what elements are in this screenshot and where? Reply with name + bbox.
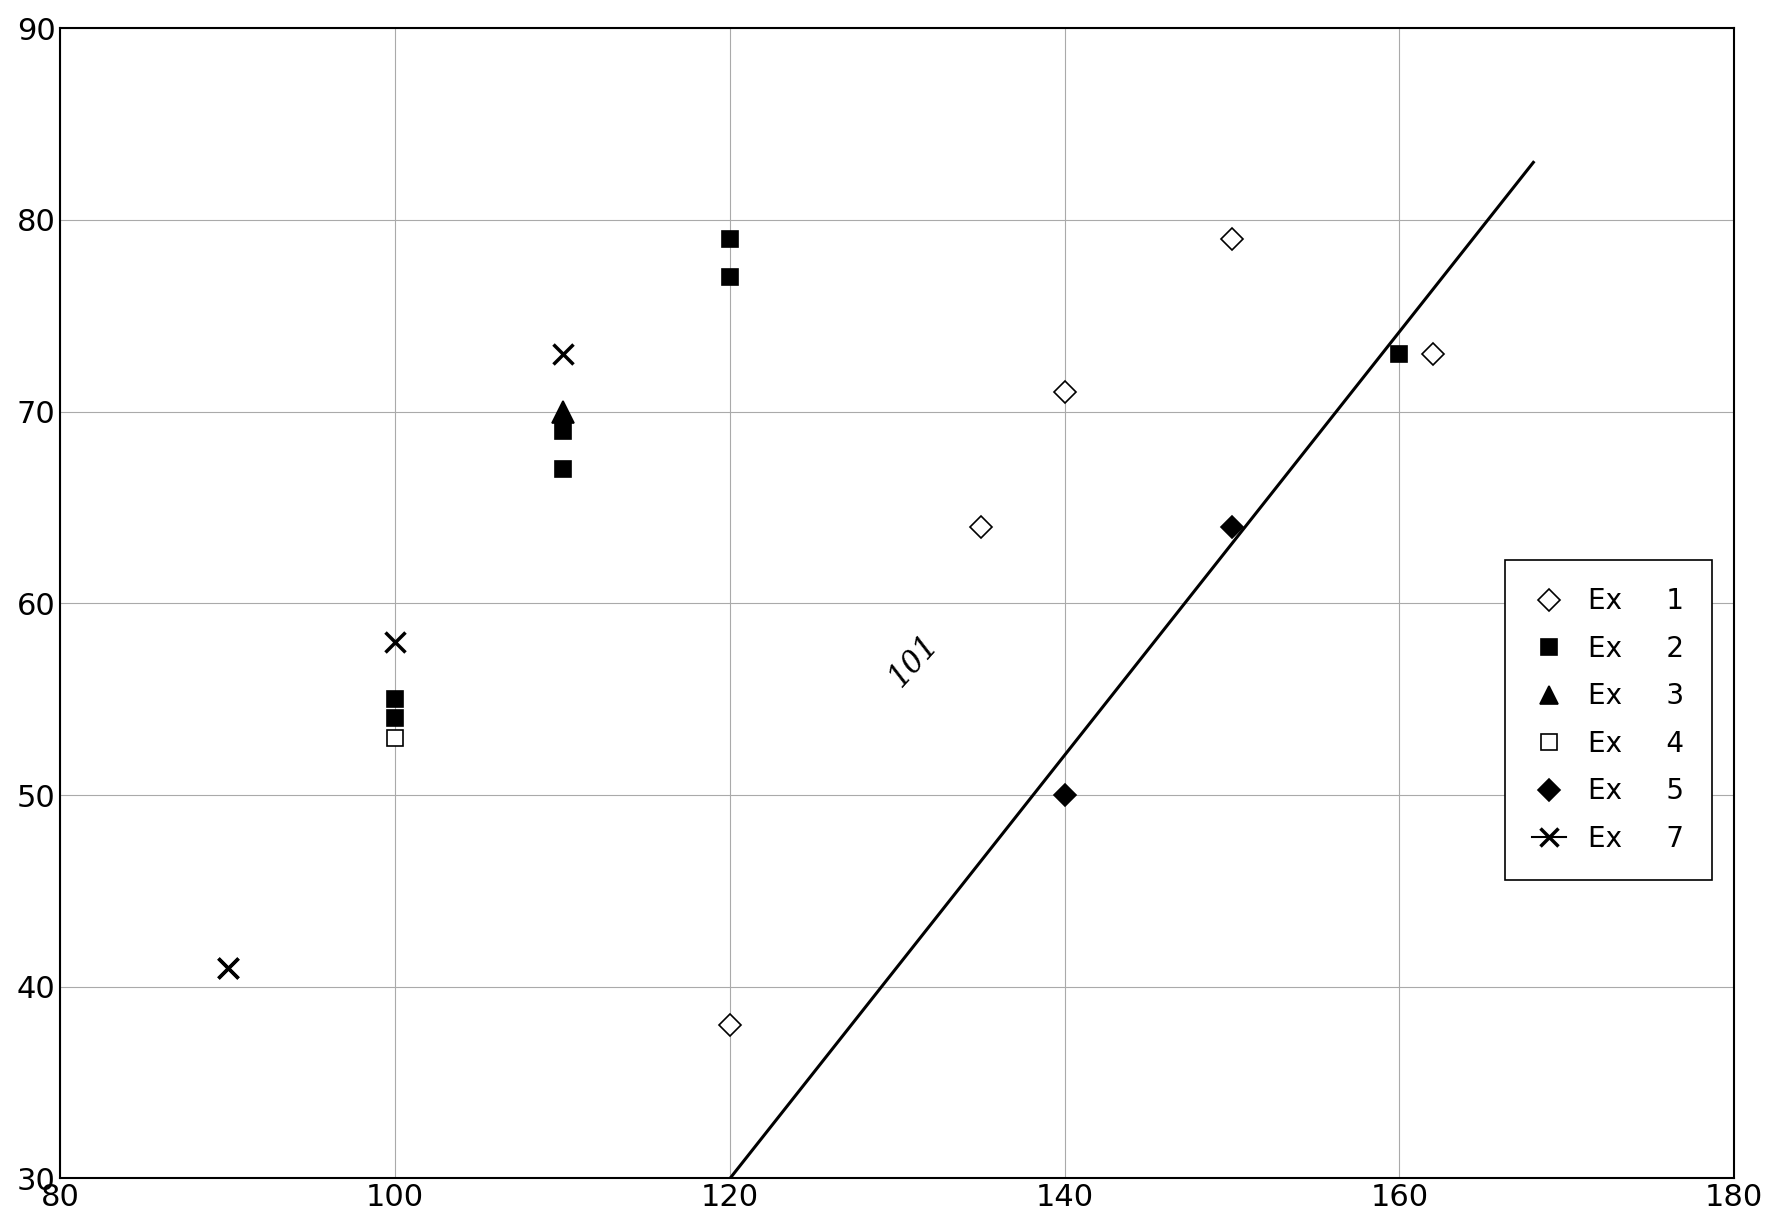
Text: 101: 101 <box>883 629 945 693</box>
Legend: Ex     1, Ex     2, Ex     3, Ex     4, Ex     5, Ex     7: Ex 1, Ex 2, Ex 3, Ex 4, Ex 5, Ex 7 <box>1504 559 1712 880</box>
